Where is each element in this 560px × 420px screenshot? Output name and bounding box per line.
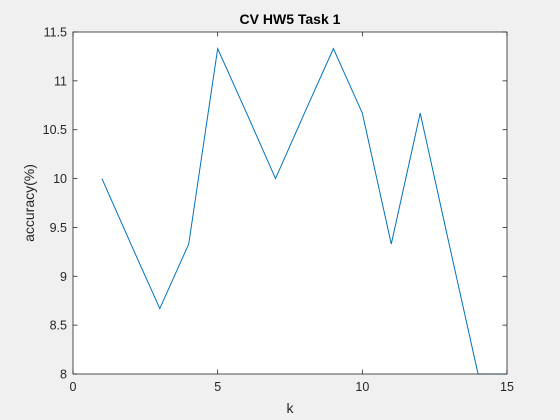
ticks-layer: 0 5 10 15 8 8.5 9 9.5 10 10.5 11 11.5 xyxy=(43,26,514,395)
plot-area xyxy=(73,32,507,374)
y-tick-label: 11.5 xyxy=(44,26,67,40)
series-layer xyxy=(101,46,507,375)
y-tick-label: 8 xyxy=(60,368,67,382)
x-tick-label: 15 xyxy=(500,380,514,394)
series-line-0 xyxy=(101,46,507,375)
y-tick-label: 10 xyxy=(53,172,67,186)
y-tick-label: 8.5 xyxy=(50,319,67,333)
y-tick-label: 9.5 xyxy=(50,221,67,235)
y-axis-title: accuracy(%) xyxy=(21,164,37,242)
axes-box xyxy=(72,31,508,375)
x-tick-label: 5 xyxy=(214,380,221,394)
axes-layer xyxy=(72,31,508,375)
y-tick-label: 11 xyxy=(54,74,67,88)
x-axis-title: k xyxy=(287,400,295,416)
y-tick-label: 10.5 xyxy=(43,123,67,137)
chart-title: CV HW5 Task 1 xyxy=(240,11,341,27)
y-tick-label: 9 xyxy=(60,270,67,284)
x-tick-label: 10 xyxy=(355,380,369,394)
x-tick-label: 0 xyxy=(70,380,77,394)
